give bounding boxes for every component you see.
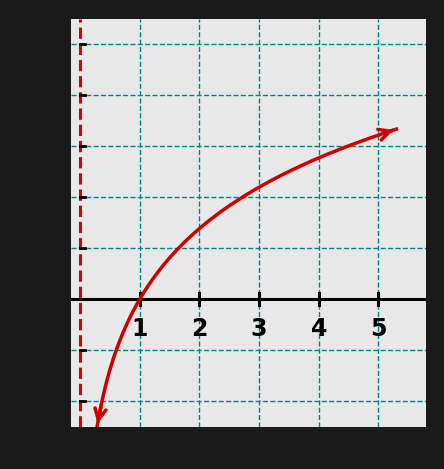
Text: 3: 3 [251, 317, 267, 341]
Text: 1: 1 [131, 317, 148, 341]
Text: 2: 2 [191, 317, 208, 341]
Text: 4: 4 [311, 317, 327, 341]
Text: 5: 5 [370, 317, 387, 341]
